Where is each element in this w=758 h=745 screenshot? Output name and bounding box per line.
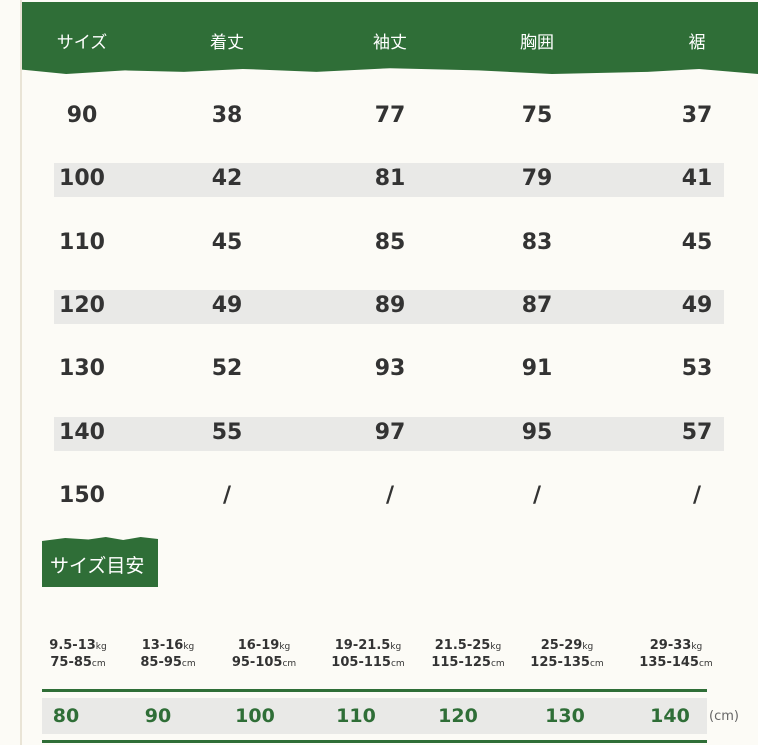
- table-cell: 89: [374, 292, 406, 318]
- height-unit: cm: [282, 659, 297, 669]
- table-cell: 42: [211, 166, 243, 192]
- weight-unit: kg: [95, 642, 107, 652]
- weight-range: 25-29: [540, 638, 583, 653]
- height-unit: cm: [390, 659, 405, 669]
- weight-unit: kg: [582, 642, 594, 652]
- divider-top: [42, 689, 707, 692]
- size-guide-range: 25-29kg 125-135cm: [530, 638, 603, 672]
- weight-range: 9.5-13: [49, 638, 96, 653]
- table-cell: 79: [521, 166, 553, 192]
- size-guide-size: 110: [336, 705, 376, 727]
- height-unit: cm: [698, 659, 713, 669]
- column-header: 袖丈: [373, 33, 407, 53]
- table-row: 110 45 85 83 45: [0, 227, 758, 261]
- column-header: 胸囲: [520, 33, 554, 53]
- size-guide-size: 80: [52, 705, 80, 727]
- height-range: 75-85: [50, 655, 92, 670]
- table-cell: 41: [681, 166, 713, 192]
- table-cell: 97: [374, 419, 406, 445]
- table-cell: 140: [59, 419, 105, 445]
- height-range: 105-115: [331, 655, 391, 670]
- size-guide-size: 100: [235, 705, 275, 727]
- table-row: 100 42 81 79 41: [0, 163, 758, 198]
- column-header: 着丈: [210, 33, 244, 53]
- table-cell: 90: [66, 103, 98, 128]
- height-range: 95-105: [231, 655, 283, 670]
- size-guide-range: 13-16kg 85-95cm: [140, 638, 195, 672]
- size-guide-range: 9.5-13kg 75-85cm: [49, 638, 106, 672]
- weight-unit: kg: [390, 642, 402, 652]
- weight-range: 13-16: [141, 638, 184, 653]
- column-header: 裾: [688, 33, 706, 53]
- table-cell: 85: [374, 229, 406, 255]
- size-guide-title: サイズ目安: [50, 555, 145, 577]
- size-guide-size: 140: [650, 705, 690, 727]
- height-unit: cm: [181, 659, 196, 669]
- table-row: 90 38 77 75 37: [0, 100, 758, 134]
- table-cell: 45: [681, 229, 713, 255]
- table-cell: 110: [59, 229, 105, 255]
- size-guide-label: サイズ目安: [42, 537, 158, 587]
- table-cell: /: [532, 482, 542, 508]
- table-cell: /: [222, 482, 232, 508]
- table-cell: 49: [211, 292, 243, 318]
- size-guide-range: 21.5-25kg 115-125cm: [431, 638, 504, 672]
- table-row: 140 55 97 95 57: [0, 416, 758, 451]
- unit-label: (cm): [709, 709, 739, 724]
- table-cell: 81: [374, 166, 406, 192]
- table-cell: 100: [59, 166, 105, 192]
- table-cell: 91: [521, 356, 553, 382]
- table-cell: 38: [211, 103, 243, 128]
- table-cell: 49: [681, 292, 713, 318]
- table-cell: 150: [59, 482, 105, 508]
- weight-unit: kg: [183, 642, 195, 652]
- table-cell: 83: [521, 229, 553, 255]
- weight-unit: kg: [279, 642, 291, 652]
- size-guide-size: 130: [545, 705, 585, 727]
- weight-unit: kg: [490, 642, 502, 652]
- table-cell: 52: [211, 356, 243, 382]
- height-range: 85-95: [140, 655, 182, 670]
- height-unit: cm: [490, 659, 505, 669]
- weight-unit: kg: [691, 642, 703, 652]
- weight-range: 21.5-25: [434, 638, 491, 653]
- table-cell: 53: [681, 356, 713, 382]
- weight-range: 29-33: [649, 638, 692, 653]
- table-row: 130 52 93 91 53: [0, 353, 758, 387]
- table-cell: 93: [374, 356, 406, 382]
- table-cell: 120: [59, 292, 105, 318]
- height-range: 115-125: [431, 655, 491, 670]
- weight-range: 16-19: [237, 638, 280, 653]
- height-range: 135-145: [639, 655, 699, 670]
- column-header: サイズ: [56, 33, 108, 53]
- table-cell: 37: [681, 103, 713, 128]
- paper-edge: [20, 0, 22, 745]
- size-guide-size: 90: [144, 705, 172, 727]
- height-range: 125-135: [530, 655, 590, 670]
- table-cell: 77: [374, 103, 406, 128]
- table-cell: 75: [521, 103, 553, 128]
- table-cell: 130: [59, 356, 105, 382]
- table-cell: 55: [211, 419, 243, 445]
- height-unit: cm: [91, 659, 106, 669]
- table-cell: /: [692, 482, 702, 508]
- height-unit: cm: [589, 659, 604, 669]
- size-guide-range: 19-21.5kg 105-115cm: [331, 638, 404, 672]
- size-guide-range: 29-33kg 135-145cm: [639, 638, 712, 672]
- table-cell: /: [385, 482, 395, 508]
- table-row: 120 49 89 87 49: [0, 289, 758, 324]
- table-cell: 95: [521, 419, 553, 445]
- weight-range: 19-21.5: [334, 638, 391, 653]
- size-guide-size: 120: [438, 705, 478, 727]
- table-header: [22, 2, 758, 74]
- divider-bottom: [42, 740, 707, 743]
- table-cell: 57: [681, 419, 713, 445]
- table-cell: 87: [521, 292, 553, 318]
- size-guide-range: 16-19kg 95-105cm: [232, 638, 296, 672]
- size-band: [42, 698, 707, 734]
- table-row: 150 / / / /: [0, 480, 758, 514]
- table-cell: 45: [211, 229, 243, 255]
